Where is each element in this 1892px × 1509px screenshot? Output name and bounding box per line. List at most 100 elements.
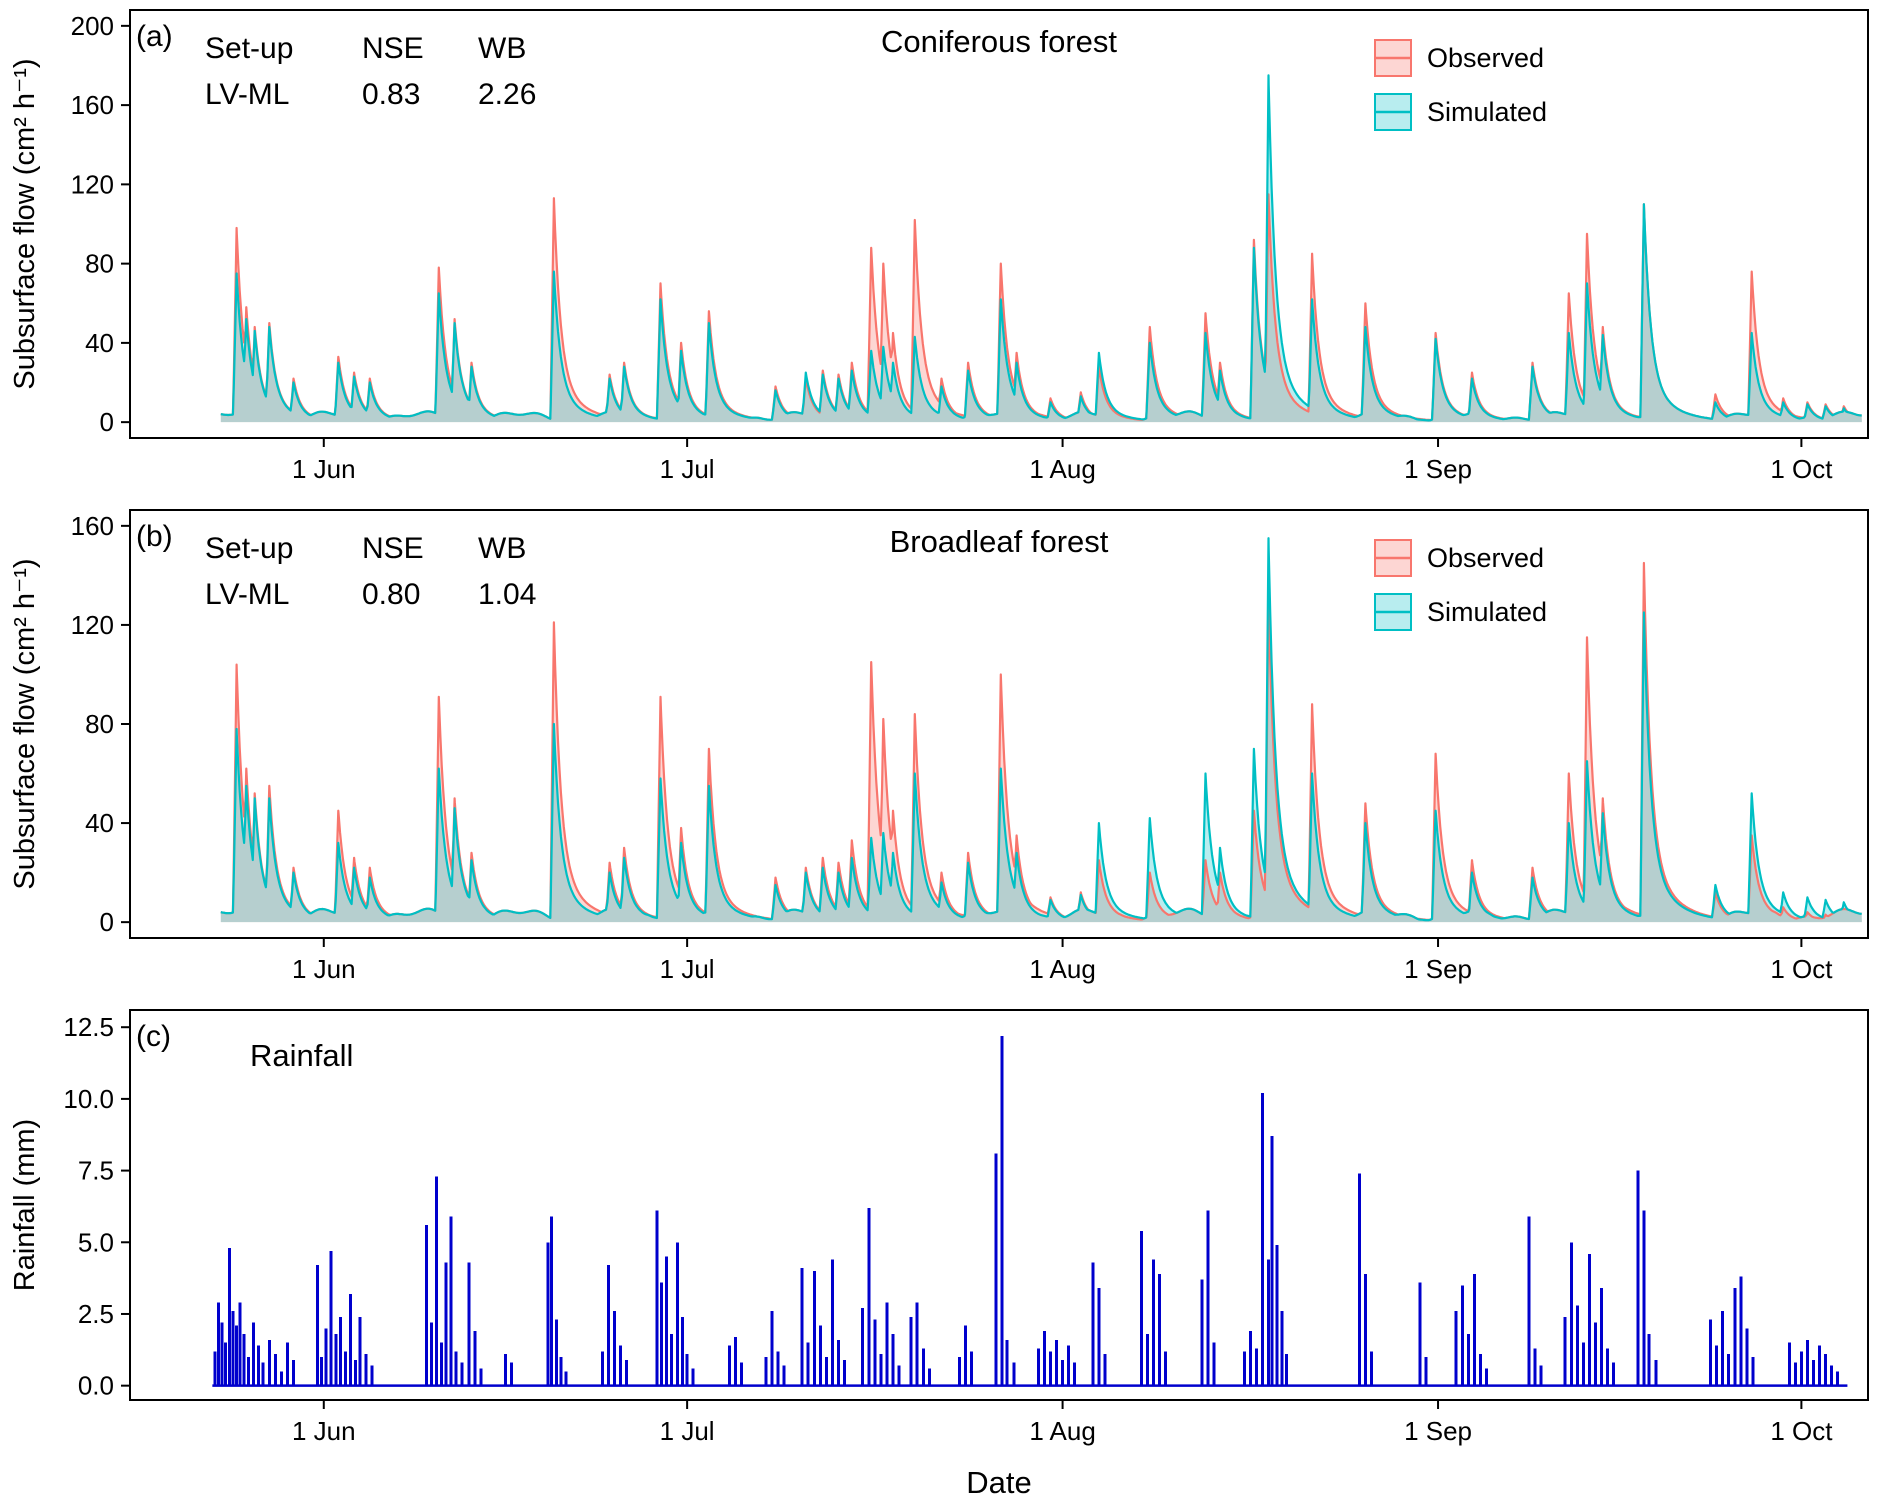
rain-bar — [231, 1311, 235, 1386]
rain-bar — [1000, 1035, 1004, 1386]
y-axis-title: Subsurface flow (cm² h⁻¹) — [9, 58, 41, 389]
panel-letter: (a) — [136, 20, 173, 53]
rain-bar — [680, 1316, 684, 1386]
rain-bar — [1454, 1311, 1458, 1386]
stats-header: NSE — [362, 32, 424, 65]
rain-bar — [370, 1365, 374, 1386]
panel-border — [129, 9, 1869, 439]
rain-bar — [344, 1351, 348, 1386]
rain-bar — [449, 1216, 453, 1386]
rain-bar — [1727, 1354, 1731, 1386]
x-axis: 1 Jun 1 Jul 1 Aug 1 Sep 1 Oct — [292, 1400, 1833, 1446]
rain-bar — [1805, 1339, 1809, 1386]
rain-bar — [1067, 1345, 1071, 1386]
rain-bar — [782, 1365, 786, 1386]
rain-bar — [1642, 1210, 1646, 1386]
rain-bar — [1715, 1345, 1719, 1386]
rain-bar — [1733, 1288, 1737, 1386]
y-tick-label: 40 — [85, 328, 114, 358]
x-tick-label: 1 Aug — [1029, 454, 1096, 484]
y-axis: 0 40 80 120 160 200 — [71, 11, 130, 437]
y-axis: 0.0 2.5 5.0 7.5 10.0 12.5 — [63, 1012, 130, 1401]
y-tick-label: 5.0 — [78, 1227, 114, 1257]
y-tick-label: 160 — [71, 511, 114, 541]
legend: Observed Simulated — [1374, 539, 1547, 631]
stats-value: LV-ML — [205, 578, 289, 611]
rain-bar — [1055, 1339, 1058, 1386]
panel-letter: (c) — [136, 1020, 171, 1053]
legend-label-observed: Observed — [1427, 43, 1544, 73]
rain-bar — [1206, 1210, 1210, 1386]
rain-bar — [1042, 1331, 1046, 1386]
rain-bar — [837, 1339, 840, 1386]
rain-bar — [479, 1368, 483, 1386]
y-axis-title: Rainfall (mm) — [9, 1119, 41, 1291]
stats-header: WB — [478, 32, 526, 65]
rain-bar — [247, 1357, 251, 1386]
rain-bar — [1654, 1359, 1658, 1386]
rain-bar — [625, 1359, 629, 1386]
rain-bar — [227, 1248, 231, 1386]
rain-bar — [1073, 1362, 1077, 1386]
rain-bar — [439, 1342, 443, 1386]
rain-bar — [267, 1339, 271, 1386]
rain-bar — [220, 1322, 224, 1386]
chart-c-rainfall: 1 Jun 1 Jul 1 Aug 1 Sep 1 Oct 0.0 2.5 5.0 7.5 10.… — [9, 1009, 1869, 1446]
rain-bar — [1460, 1285, 1464, 1386]
stats-header: Set-up — [205, 532, 293, 565]
rain-bar — [564, 1371, 568, 1386]
rain-bar — [1594, 1322, 1597, 1386]
rain-bar — [655, 1210, 659, 1386]
rain-bar — [879, 1354, 883, 1386]
y-tick-label: 7.5 — [78, 1156, 114, 1186]
rain-bar — [1164, 1351, 1167, 1386]
stats-annotation: Set-up NSE WB LV-ML 0.80 1.04 — [205, 532, 536, 611]
rain-bar — [770, 1311, 774, 1386]
x-tick-label: 1 Oct — [1770, 454, 1833, 484]
x-tick-label: 1 Oct — [1770, 1416, 1833, 1446]
rain-bar — [831, 1259, 834, 1386]
rain-bar — [467, 1262, 471, 1386]
panel-c: 1 Jun 1 Jul 1 Aug 1 Sep 1 Oct 0.0 2.5 5.0 7.5 10.… — [0, 1000, 1892, 1465]
stats-value: 1.04 — [478, 578, 536, 611]
legend-label-simulated: Simulated — [1427, 597, 1547, 627]
rain-bar — [665, 1256, 668, 1386]
x-tick-label: 1 Jul — [660, 454, 715, 484]
rain-bar — [606, 1265, 610, 1386]
x-axis-title: Date — [966, 1465, 1032, 1500]
rain-bar — [546, 1242, 550, 1386]
y-axis: 0 40 80 120 160 — [71, 511, 130, 937]
rain-bar — [238, 1302, 242, 1386]
rain-bar — [619, 1345, 622, 1386]
legend-label-observed: Observed — [1427, 543, 1544, 573]
rain-bar — [358, 1316, 362, 1386]
rain-bar — [1533, 1348, 1537, 1386]
rain-bar — [1145, 1334, 1149, 1386]
x-axis: 1 Jun 1 Jul 1 Aug 1 Sep 1 Oct — [292, 938, 1833, 984]
x-tick-label: 1 Oct — [1770, 954, 1833, 984]
rain-bar — [1812, 1359, 1815, 1386]
x-tick-label: 1 Sep — [1404, 954, 1472, 984]
y-tick-label: 80 — [85, 709, 114, 739]
simulated-line — [220, 74, 1862, 422]
y-axis-title: Subsurface flow (cm² h⁻¹) — [9, 558, 41, 889]
rain-bar — [1581, 1342, 1585, 1386]
rain-bar — [927, 1368, 931, 1386]
x-tick-label: 1 Jun — [292, 954, 356, 984]
stats-value: 2.26 — [478, 78, 536, 111]
rain-bar — [1636, 1170, 1640, 1386]
rain-bar — [1569, 1242, 1573, 1386]
panel-b: 1 Jun 1 Jul 1 Aug 1 Sep 1 Oct 0 40 80 120 160 Subs… — [0, 500, 1892, 1000]
rain-bar — [669, 1334, 673, 1386]
stats-header: WB — [478, 532, 526, 565]
y-tick-label: 0 — [100, 907, 114, 937]
x-tick-label: 1 Jun — [292, 1416, 356, 1446]
observed-line — [220, 561, 1862, 921]
y-tick-label: 0 — [100, 407, 114, 437]
rain-bar — [1612, 1362, 1616, 1386]
y-tick-label: 10.0 — [63, 1084, 114, 1114]
rain-bar — [425, 1225, 429, 1386]
stats-value: 0.83 — [362, 78, 420, 111]
rain-bar — [1012, 1362, 1016, 1386]
rain-bar — [806, 1342, 810, 1386]
